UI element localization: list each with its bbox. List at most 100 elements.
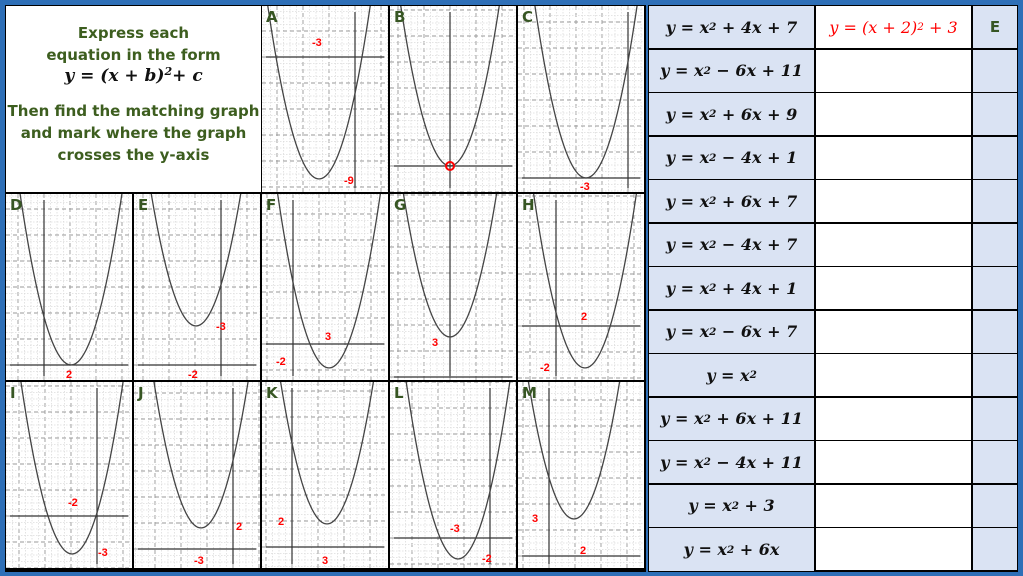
completed-square-cell[interactable] bbox=[816, 484, 971, 527]
annotation-mark: 3 bbox=[532, 513, 538, 525]
eq-suffix: − 4x + 11 bbox=[710, 452, 803, 472]
annotation-mark: 2 bbox=[66, 369, 72, 380]
y-intercept-mark bbox=[445, 161, 455, 171]
completed-square-cell[interactable] bbox=[816, 441, 971, 483]
form-exponent: 2 bbox=[164, 64, 173, 78]
graph-letter: M bbox=[522, 384, 537, 402]
eq-suffix: + 4x + 1 bbox=[716, 278, 798, 298]
annotation-mark: -3 bbox=[450, 523, 460, 535]
completed-square-cell[interactable] bbox=[816, 136, 971, 179]
completed-square-cell[interactable] bbox=[816, 397, 971, 440]
graph-match-cell[interactable] bbox=[973, 397, 1017, 440]
parabola-curve bbox=[153, 382, 249, 529]
graph-match-cell[interactable]: E bbox=[973, 6, 1017, 48]
eq-prefix: y = x bbox=[665, 148, 710, 167]
graph-i[interactable]: -2 -3 I bbox=[6, 382, 132, 568]
graph-match-cell[interactable] bbox=[973, 441, 1017, 483]
eq-prefix: y = x bbox=[683, 540, 727, 559]
annotation-mark: 2 bbox=[581, 311, 587, 323]
eq-suffix: + 6x bbox=[734, 540, 780, 559]
graph-h[interactable]: 2 -2 H bbox=[518, 194, 644, 380]
instruction-line: Then find the matching graph bbox=[7, 102, 260, 120]
annotation-mark: -9 bbox=[344, 175, 354, 187]
graph-match-cell[interactable] bbox=[973, 354, 1017, 396]
instruction-line: equation in the form bbox=[46, 46, 221, 64]
graph-letter: I bbox=[10, 384, 16, 402]
graph-plot: -3 -9 bbox=[262, 6, 388, 192]
annotation-mark: 3 bbox=[322, 555, 328, 567]
graph-plot: 3 -2 bbox=[262, 194, 388, 380]
annotation-mark: 2 bbox=[278, 516, 284, 528]
graph-match-cell[interactable] bbox=[973, 180, 1017, 222]
annotation-mark: 2 bbox=[236, 521, 242, 533]
completed-square-cell[interactable] bbox=[816, 354, 971, 396]
graph-plot: -2 -3 bbox=[6, 382, 132, 568]
annotation-mark: -3 bbox=[98, 547, 108, 559]
graph-a[interactable]: -3 -9 A bbox=[262, 6, 388, 192]
completed-square-cell[interactable] bbox=[816, 267, 971, 309]
annotation-mark: -2 bbox=[540, 362, 550, 374]
instruction-line: and mark where the graph bbox=[20, 124, 247, 142]
parabola-curve bbox=[533, 194, 637, 369]
completed-square-cell[interactable] bbox=[816, 310, 971, 353]
target-form: y = (x + b)2+ c bbox=[6, 66, 261, 86]
graph-match-cell[interactable] bbox=[973, 49, 1017, 92]
eq-prefix: y = x bbox=[688, 496, 732, 515]
form-prefix: y = (x + b) bbox=[64, 66, 165, 86]
eq-suffix: + 6x + 7 bbox=[716, 191, 798, 211]
completed-square-cell[interactable] bbox=[816, 528, 971, 570]
graph-l[interactable]: -3 -2 L bbox=[390, 382, 516, 568]
graph-letter: C bbox=[522, 8, 534, 26]
eq-prefix: y = x bbox=[665, 104, 710, 124]
graph-letter: L bbox=[394, 384, 404, 402]
completed-square-cell[interactable] bbox=[816, 180, 971, 222]
completed-square-cell[interactable] bbox=[816, 49, 971, 92]
annotation-mark: 3 bbox=[325, 331, 331, 343]
graph-f[interactable]: 3 -2 F bbox=[262, 194, 388, 380]
completed-square-cell[interactable] bbox=[816, 223, 971, 266]
instructions-box: Express each equation in the form y = (x… bbox=[6, 6, 261, 192]
eq-prefix: y = x bbox=[706, 365, 750, 385]
graph-c[interactable]: -3 C bbox=[518, 6, 644, 192]
graph-plot: 2 -3 bbox=[134, 382, 260, 568]
graph-match-cell[interactable] bbox=[973, 223, 1017, 266]
instruction-line: crosses the y-axis bbox=[57, 146, 210, 164]
graph-j[interactable]: 2 -3 J bbox=[134, 382, 260, 568]
graph-letter: B bbox=[394, 8, 406, 26]
annotation-mark: 3 bbox=[432, 337, 438, 349]
graph-e[interactable]: -3 -2 E bbox=[134, 194, 260, 380]
graph-letter: E bbox=[138, 196, 149, 214]
completed-square-cell[interactable]: y = (x + 2) 2 + 3 bbox=[816, 6, 971, 48]
graph-b[interactable]: B bbox=[390, 6, 516, 192]
graph-match-cell[interactable] bbox=[973, 528, 1017, 570]
graph-match-cell[interactable] bbox=[973, 267, 1017, 309]
eq-prefix: y = x bbox=[665, 322, 710, 341]
graphs-panel: Express each equation in the form y = (x… bbox=[5, 5, 646, 572]
completed-square-cell[interactable] bbox=[816, 93, 971, 135]
answer-prefix: y = (x + 2) bbox=[829, 17, 918, 37]
graph-match-cell[interactable] bbox=[973, 136, 1017, 179]
graph-match-cell[interactable] bbox=[973, 310, 1017, 353]
eq-prefix: y = x bbox=[665, 235, 710, 254]
graph-plot: 32 bbox=[518, 382, 644, 568]
graph-match-cell[interactable] bbox=[973, 484, 1017, 527]
graph-match-cell[interactable] bbox=[973, 93, 1017, 135]
